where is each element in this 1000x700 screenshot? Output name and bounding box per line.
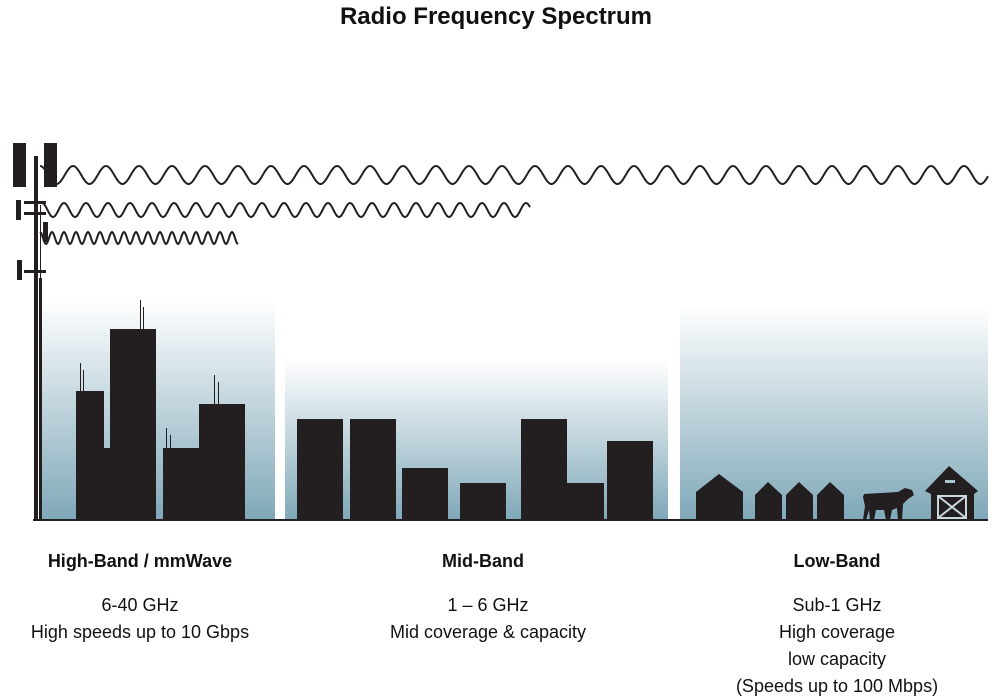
- mid-buildings-icon: [297, 419, 653, 520]
- barn-icon: [925, 466, 978, 520]
- band-description: Mid coverage & capacity: [390, 622, 586, 642]
- band-description: low capacity: [788, 649, 886, 669]
- band-frequency: 1 – 6 GHz: [447, 595, 528, 615]
- low-band-wave: [39, 164, 989, 185]
- band-description: High speeds up to 10 Gbps: [31, 622, 249, 642]
- band-description: High coverage: [779, 622, 895, 642]
- band-frequency: 6-40 GHz: [101, 595, 178, 615]
- high-band-wave: [39, 230, 239, 246]
- city-buildings-icon: [76, 300, 245, 520]
- band-name: Low-Band: [794, 551, 881, 571]
- mid-band-label: Mid-Band 1 – 6 GHz Mid coverage & capaci…: [390, 551, 586, 642]
- cell-tower-icon: [13, 143, 57, 520]
- band-description: (Speeds up to 100 Mbps): [736, 676, 938, 696]
- mid-band-wave: [41, 201, 531, 219]
- high-band-label: High-Band / mmWave 6-40 GHz High speeds …: [31, 551, 249, 642]
- diagram-title: Radio Frequency Spectrum: [340, 3, 652, 30]
- low-band-label: Low-Band Sub-1 GHz High coverage low cap…: [736, 551, 938, 696]
- cow-icon: [863, 488, 914, 520]
- band-frequency: Sub-1 GHz: [792, 595, 881, 615]
- band-name: High-Band / mmWave: [48, 551, 232, 571]
- band-name: Mid-Band: [442, 551, 524, 571]
- houses-icon: [696, 474, 844, 520]
- ground-line: [33, 519, 988, 521]
